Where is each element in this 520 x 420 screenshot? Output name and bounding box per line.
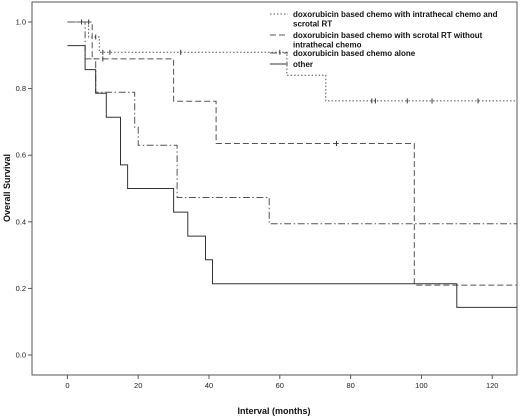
y-axis-title: Overall Survival xyxy=(2,154,12,222)
series-2 xyxy=(67,21,517,286)
legend-label: intrathecal chemo xyxy=(293,41,362,50)
x-tick-label: 40 xyxy=(205,381,213,390)
legend-label: other xyxy=(293,60,313,69)
x-tick-label: 100 xyxy=(415,381,428,390)
x-axis-title: Interval (months) xyxy=(237,406,310,416)
y-tick-label: 0.0 xyxy=(16,351,26,360)
legend-label: doxorubicin based chemo alone xyxy=(293,49,416,58)
legend-label: doxorubicin based chemo with intrathecal… xyxy=(293,10,498,19)
legend: doxorubicin based chemo with intrathecal… xyxy=(270,10,498,69)
x-tick-label: 120 xyxy=(486,381,499,390)
series-3 xyxy=(67,21,517,225)
series-line xyxy=(67,21,517,102)
legend-label: scrotal RT xyxy=(293,20,332,29)
x-tick-label: 60 xyxy=(276,381,284,390)
x-tick-label: 80 xyxy=(346,381,354,390)
y-tick-label: 0.6 xyxy=(16,151,26,160)
legend-label: doxorubicin based chemo with scrotal RT … xyxy=(293,31,483,40)
series-line xyxy=(67,45,517,308)
x-tick-label: 0 xyxy=(65,381,69,390)
series-4 xyxy=(67,45,517,308)
axis-ticks: 0 20 40 60 80 100 120 0.0 0.2 0.4 0.6 0.8 1.0 xyxy=(16,17,499,390)
y-tick-label: 1.0 xyxy=(16,17,26,26)
y-tick-label: 0.2 xyxy=(16,284,26,293)
y-tick-label: 0.4 xyxy=(16,217,26,226)
plot-area xyxy=(31,1,518,376)
y-tick-label: 0.8 xyxy=(16,84,26,93)
x-tick-label: 20 xyxy=(134,381,142,390)
series-layer xyxy=(67,19,517,308)
series-line xyxy=(67,21,517,225)
